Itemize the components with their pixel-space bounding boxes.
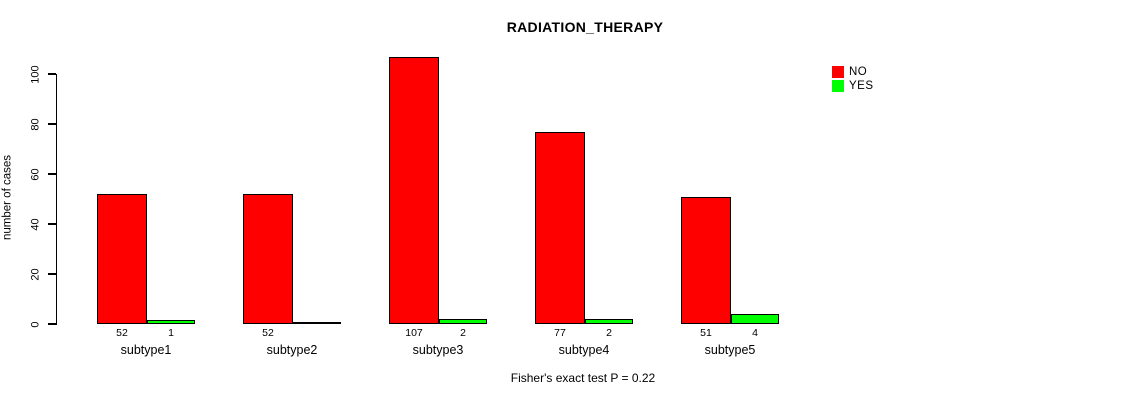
y-axis (55, 73, 57, 325)
legend-label-yes: YES (849, 79, 874, 92)
bar-yes-subtype2 (293, 322, 341, 324)
bar-value-no-subtype1: 52 (116, 327, 128, 339)
bar-no-subtype4 (535, 131, 585, 324)
x-category-label-subtype2: subtype2 (266, 343, 318, 357)
y-tick-mark (48, 73, 56, 75)
y-tick-mark (48, 323, 56, 325)
bar-value-yes-subtype3: 2 (460, 327, 466, 339)
bar-value-yes-subtype5: 4 (752, 327, 758, 339)
y-tick-label: 100 (29, 64, 42, 84)
x-category-label-subtype3: subtype3 (412, 343, 464, 357)
bar-yes-subtype5 (731, 314, 779, 324)
y-tick-label: 60 (29, 167, 42, 181)
y-tick-mark (48, 223, 56, 225)
legend-item-no: NO (832, 65, 874, 78)
bar-value-no-subtype3: 107 (405, 327, 423, 339)
bar-value-yes-subtype1: 1 (168, 327, 174, 339)
legend-item-yes: YES (832, 79, 874, 92)
y-tick-label: 40 (29, 217, 42, 231)
y-tick-mark (48, 173, 56, 175)
y-tick-mark (48, 273, 56, 275)
bar-yes-subtype4 (585, 319, 633, 324)
fisher-test-annotation: Fisher's exact test P = 0.22 (510, 371, 656, 385)
bar-no-subtype3 (389, 56, 439, 324)
y-tick-mark (48, 123, 56, 125)
y-tick-label: 0 (29, 320, 42, 328)
legend-label-no: NO (849, 65, 868, 78)
bar-value-no-subtype2: 52 (262, 327, 274, 339)
x-category-label-subtype4: subtype4 (558, 343, 610, 357)
bar-no-subtype1 (97, 194, 147, 324)
bar-no-subtype5 (681, 196, 731, 324)
y-axis-label: number of cases (1, 155, 14, 241)
x-category-label-subtype5: subtype5 (704, 343, 756, 357)
bar-no-subtype2 (243, 194, 293, 324)
y-tick-label: 20 (29, 267, 42, 281)
legend-swatch-yes (832, 79, 844, 92)
chart-title: RADIATION_THERAPY (506, 19, 664, 35)
x-category-label-subtype1: subtype1 (120, 343, 172, 357)
bar-value-yes-subtype4: 2 (606, 327, 612, 339)
y-tick-label: 80 (29, 117, 42, 131)
bar-value-no-subtype5: 51 (700, 327, 712, 339)
legend-swatch-no (832, 65, 844, 78)
legend: NO YES (832, 65, 874, 92)
bar-yes-subtype1 (147, 320, 195, 324)
bar-yes-subtype3 (439, 319, 487, 324)
bar-value-no-subtype4: 77 (554, 327, 566, 339)
